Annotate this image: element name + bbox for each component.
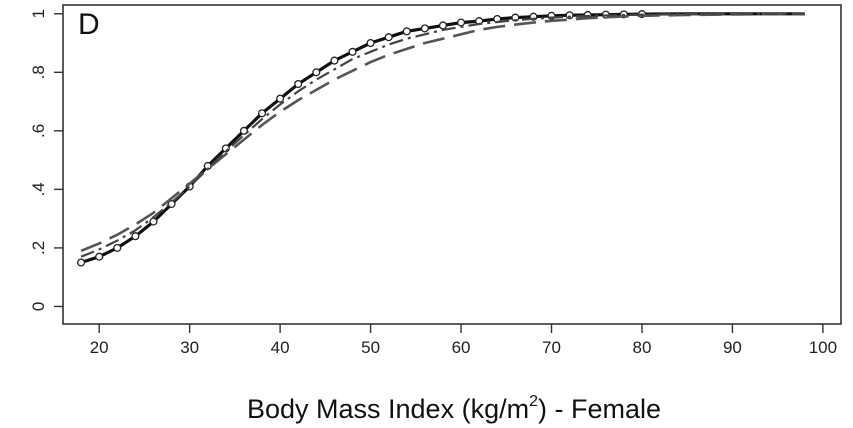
series-point (312, 68, 321, 77)
series-point (95, 252, 104, 261)
x-tick-label: 50 (361, 338, 380, 357)
x-axis-title-suffix: ) - Female (538, 394, 661, 424)
series-point (366, 38, 375, 48)
x-axis-title: Body Mass Index (kg/m2) - Female (247, 393, 661, 424)
y-tick-label: .2 (29, 241, 48, 255)
series-point (330, 56, 339, 65)
y-tick-label: .4 (29, 182, 48, 196)
y-tick-label: 1 (29, 9, 48, 18)
series-point (402, 27, 411, 36)
x-tick-label: 100 (809, 338, 837, 357)
series-point (456, 18, 466, 27)
series-point (257, 109, 267, 118)
panel-label: D (78, 8, 100, 41)
series-point (384, 33, 393, 42)
x-tick-label: 60 (452, 338, 471, 357)
y-tick-label: .6 (29, 124, 48, 138)
y-tick-label: 0 (29, 302, 48, 311)
x-tick-label: 40 (271, 338, 290, 357)
x-tick-label: 90 (723, 338, 742, 357)
series-point (77, 258, 86, 267)
series-point (131, 232, 140, 241)
x-tick-label: 30 (180, 338, 199, 357)
x-tick-label: 80 (633, 338, 652, 357)
series-point (420, 24, 429, 33)
series-point (294, 79, 303, 89)
y-tick-label: .8 (29, 65, 48, 79)
series-point (149, 217, 158, 226)
axes-layer: 20 30 40 50 60 70 80 90 100 0 .2 .4 .6 .8 1 (29, 9, 837, 357)
series-line-dashdot (80, 12, 805, 258)
x-axis-title-superscript: 2 (529, 393, 538, 410)
x-axis-title-main: Body Mass Index (kg/m (247, 394, 529, 424)
plot-frame (62, 4, 842, 325)
series-layer (77, 10, 805, 267)
series-point (348, 47, 357, 56)
series-point (565, 11, 574, 20)
series-point (113, 243, 122, 252)
series-line-dashed (80, 12, 805, 253)
x-tick-label: 70 (542, 338, 561, 357)
series-point (276, 94, 285, 103)
x-tick-label: 20 (90, 338, 109, 357)
series-point (438, 21, 448, 30)
